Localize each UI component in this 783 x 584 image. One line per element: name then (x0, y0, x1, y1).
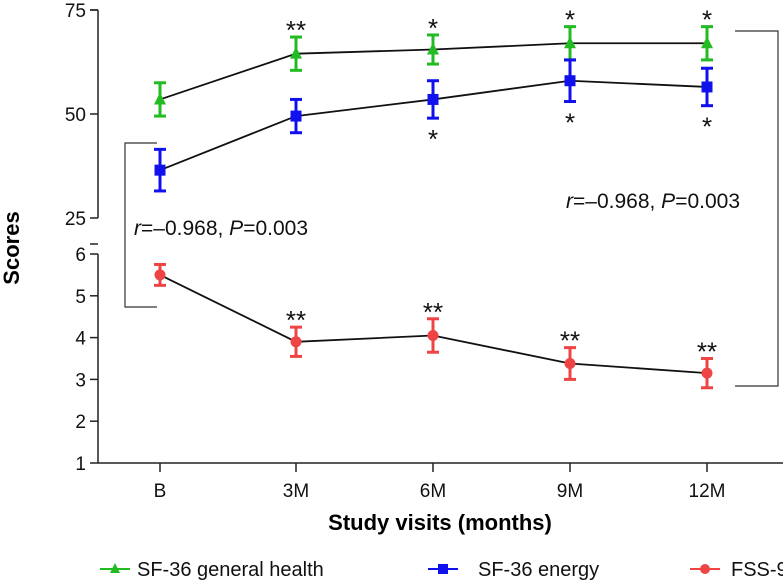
significance-label: * (702, 112, 712, 142)
y-axis-title: Scores (0, 211, 24, 284)
data-point-circle (154, 269, 166, 281)
legend-item: SF-36 energy (428, 559, 599, 581)
data-point-circle (701, 367, 713, 379)
y-tick-lower-label: 6 (75, 245, 86, 266)
legend-marker-triangle (110, 563, 120, 573)
data-point-square (290, 110, 302, 122)
legend-label: FSS-9 (731, 559, 783, 581)
significance-label: * (428, 13, 438, 43)
left-correlation-label: r=–0.968, P=0.003 (134, 217, 308, 240)
legend-label: SF-36 general health (137, 559, 324, 581)
y-tick-lower-label: 2 (75, 412, 86, 433)
y-tick-upper-label: 50 (65, 105, 86, 126)
left-bracket (124, 142, 157, 308)
annotation-value: =–0.968, (141, 217, 229, 240)
data-point-circle (427, 330, 439, 342)
data-point-triangle (154, 92, 166, 105)
data-point-triangle (427, 42, 439, 55)
y-tick-lower-label: 3 (75, 370, 86, 391)
y-tick-upper-label: 25 (65, 209, 86, 230)
legend: SF-36 general health SF-36 energy FSS-9 (100, 559, 783, 581)
x-tick-label: 9M (557, 481, 583, 502)
y-tick-lower-label: 1 (75, 454, 86, 475)
y-tick-lower-label: 5 (75, 287, 86, 308)
x-tick-label: 6M (420, 481, 446, 502)
legend-item: FSS-9 (690, 559, 783, 581)
annotation-symbol: r (566, 190, 574, 213)
x-axis-title: Study visits (months) (328, 510, 552, 535)
significance-label: ** (286, 15, 306, 45)
x-tick-label: 12M (689, 481, 726, 502)
significance-label: * (702, 5, 712, 35)
legend-marker-square (438, 564, 448, 574)
data-point-circle (290, 336, 302, 348)
annotation-value: =0.003 (675, 190, 740, 213)
data-point-triangle (701, 36, 713, 49)
legend-item: SF-36 general health (100, 559, 324, 581)
data-point-triangle (290, 46, 302, 59)
annotation-symbol: r (134, 217, 142, 240)
legend-marker-circle (700, 564, 710, 574)
data-point-square (564, 75, 576, 87)
annotation-value: =–0.968, (573, 190, 661, 213)
annotation-value: =0.003 (243, 217, 308, 240)
data-point-square (154, 164, 166, 176)
data-point-circle (564, 358, 576, 370)
significance-label: * (428, 124, 438, 154)
annotation-symbol: P (661, 190, 675, 213)
significance-label: ** (697, 337, 717, 367)
right-correlation-label: r=–0.968, P=0.003 (566, 190, 740, 213)
legend-label: SF-36 energy (478, 559, 599, 581)
annotation-symbol: P (229, 217, 243, 240)
series-layer (154, 25, 713, 390)
significance-label: ** (423, 297, 443, 327)
y-tick-lower-label: 4 (75, 329, 86, 350)
significance-label: * (565, 5, 575, 35)
y-tick-upper-label: 75 (65, 1, 86, 22)
significance-label: * (565, 108, 575, 138)
series-sf-36-energy (154, 58, 713, 193)
significance-label: ** (286, 305, 306, 335)
axes: 75 50 25 6 5 4 3 2 1 B 3M 6M 9M 12M (65, 1, 783, 502)
right-bracket (735, 30, 779, 387)
series-fss-9 (154, 262, 713, 390)
data-point-square (701, 81, 713, 93)
significance-markers: ** * * *** *** **** ** (286, 5, 717, 367)
significance-label: ** (560, 326, 580, 356)
series-sf-36-general-health (154, 25, 713, 118)
x-tick-label: 3M (283, 481, 309, 502)
data-point-square (427, 93, 439, 105)
data-point-triangle (564, 36, 576, 49)
x-tick-label: B (154, 481, 167, 502)
